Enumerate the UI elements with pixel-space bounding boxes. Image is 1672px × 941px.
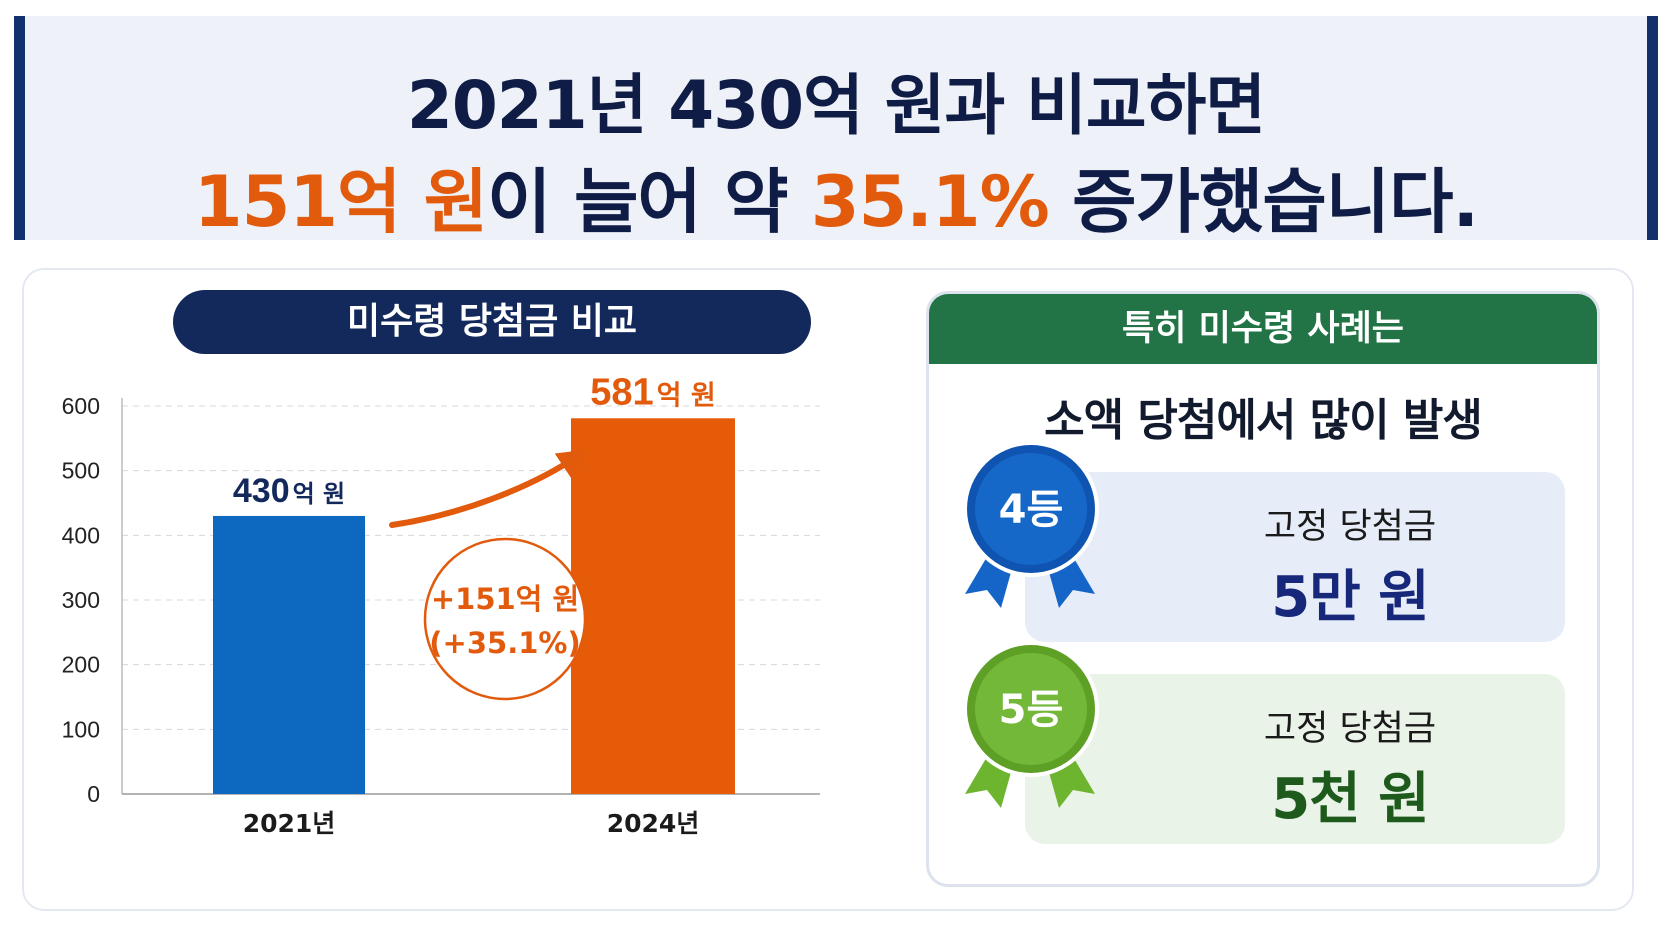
y-tick-label: 200	[62, 652, 100, 678]
y-tick-label: 300	[62, 587, 100, 613]
x-tick-label: 2021년	[243, 809, 336, 838]
chart-title: 미수령 당첨금 비교	[173, 290, 811, 354]
bar-1	[213, 515, 365, 794]
headline-end: 증가했습니다.	[1048, 161, 1479, 243]
cases-card: 특히 미수령 사례는 소액 당첨에서 많이 발생 고정 당첨금 5만 원 4등 …	[926, 291, 1600, 887]
y-tick-label: 600	[62, 393, 100, 419]
prize-label: 고정 당첨금	[1263, 507, 1437, 547]
increase-arrow-icon	[389, 449, 588, 528]
headline-banner: 2021년 430억 원과 비교하면 151억 원이 늘어 약 35.1% 증가…	[14, 16, 1658, 243]
increase-amount-label: +151억 원	[431, 582, 579, 616]
headline-mid: 이 늘어 약	[487, 161, 811, 243]
increase-percent-label: (+35.1%)	[429, 626, 580, 660]
blue-ribbon-medal-icon: 4등	[963, 442, 1099, 608]
bar-value-label: 430 억 원	[233, 472, 345, 510]
bar-value-label: 581 억 원	[590, 371, 716, 413]
rank-label: 4등	[999, 487, 1064, 533]
rank-label: 5등	[999, 687, 1064, 733]
headline-percent: 35.1%	[810, 161, 1050, 243]
headline-line1: 2021년 430억 원과 비교하면	[406, 67, 1266, 144]
green-ribbon-medal-icon: 5등	[963, 642, 1099, 808]
x-tick-label: 2024년	[607, 809, 700, 838]
cases-subtitle: 소액 당첨에서 많이 발생	[1044, 395, 1483, 446]
y-tick-label: 0	[87, 781, 100, 807]
prize-value: 5천 원	[1271, 767, 1430, 832]
cases-header: 특히 미수령 사례는	[929, 294, 1597, 364]
headline-amount: 151억 원	[193, 161, 488, 243]
y-tick-label: 500	[62, 458, 100, 484]
prize-value: 5만 원	[1271, 565, 1430, 630]
prize-label: 고정 당첨금	[1263, 709, 1437, 749]
prize-card-4th: 고정 당첨금 5만 원	[1025, 472, 1565, 642]
bar-2	[571, 418, 735, 794]
y-tick-label: 100	[62, 716, 100, 742]
prize-card-5th: 고정 당첨금 5천 원	[1025, 674, 1565, 844]
headline-line2: 151억 원이 늘어 약 35.1% 증가했습니다.	[25, 146, 1647, 247]
bar-chart: 0 100 200 300 400 500 600 2021년 430 억 원 2024년 581 억…	[62, 371, 820, 838]
y-tick-label: 400	[62, 522, 100, 548]
increase-badge	[423, 537, 587, 701]
